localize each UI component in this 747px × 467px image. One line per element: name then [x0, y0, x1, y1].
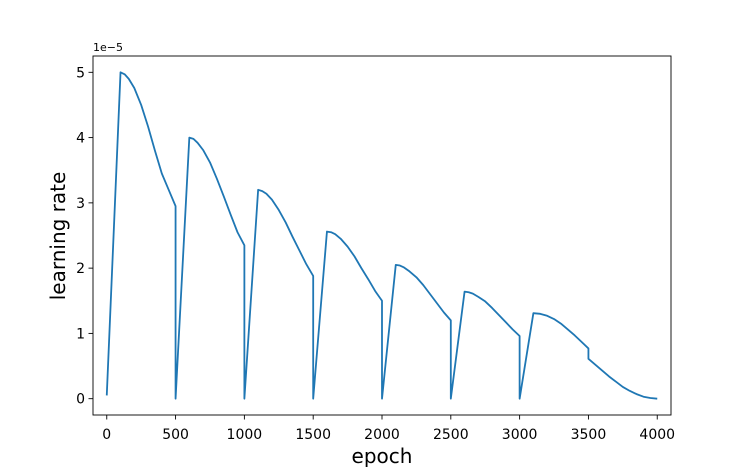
x-tick-label: 0	[102, 427, 111, 443]
y-tick-label: 3	[76, 196, 85, 212]
x-tick-label: 500	[162, 427, 189, 443]
y-tick-label: 4	[76, 131, 85, 147]
y-tick-label: 2	[76, 261, 85, 277]
x-axis-label: epoch	[352, 444, 413, 467]
y-tick-label: 0	[76, 392, 85, 408]
y-tick-label: 1	[76, 326, 85, 342]
y-offset-label: 1e−5	[93, 41, 123, 54]
x-tick-label: 3500	[571, 427, 607, 443]
series-line-0	[105, 71, 658, 400]
x-tick-label: 1500	[295, 427, 331, 443]
series-layer	[105, 71, 658, 400]
x-tick-label: 2000	[364, 427, 400, 443]
x-tick-label: 1000	[227, 427, 263, 443]
x-axis-ticks: 0 500 1000 1500 2000 2500 3000 3500 4000	[102, 415, 675, 443]
x-tick-label: 3000	[502, 427, 538, 443]
x-tick-label: 2500	[433, 427, 469, 443]
y-tick-label: 5	[76, 65, 85, 81]
y-axis-label: learning rate	[46, 172, 70, 301]
y-axis-ticks: 0 1 2 3 4 5	[76, 65, 93, 408]
x-tick-label: 4000	[639, 427, 675, 443]
